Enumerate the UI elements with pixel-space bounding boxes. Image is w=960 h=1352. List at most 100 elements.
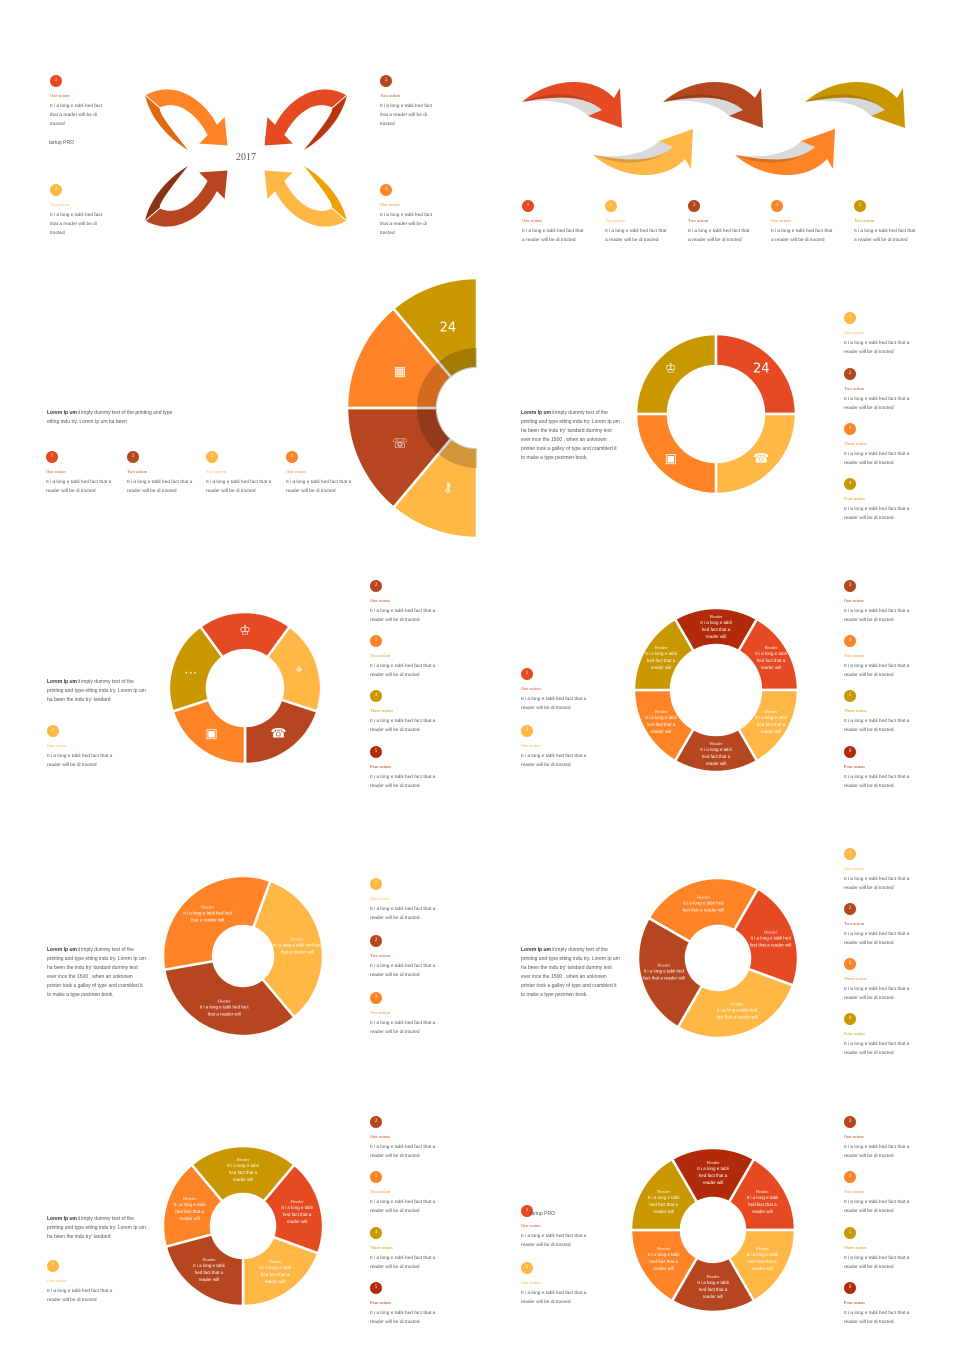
action-description: It i a long e tabli hed fact that a read…: [50, 213, 102, 236]
list-item: 1 One action It i a long e tabli hed fact …: [844, 848, 916, 893]
step-number-badge: 1: [47, 725, 59, 737]
list-item: 5 Three action It i a long e tabli hed fac…: [844, 690, 916, 735]
list-item: 3 Two action It i a long e tabli hed fact …: [127, 451, 197, 496]
segment-text: It i a long e tabli hed fact that a read…: [281, 1204, 313, 1224]
action-description: It i a long e tabli hed fact that a read…: [844, 609, 910, 623]
step-number-badge: 2: [521, 1262, 533, 1274]
segment-header: Header: [183, 1196, 197, 1202]
phone-icon: ☎: [753, 451, 770, 467]
action-description: It i a long e tabli hed fact that a read…: [844, 1145, 910, 1159]
segment-header: Header: [201, 904, 215, 910]
action-description: It i a long e tabli hed fact that a read…: [854, 229, 916, 243]
segment-text: It i a long e tabli hed fact that a read…: [746, 1251, 779, 1271]
list-item: 1 One action It i a long e tabli hed fact …: [47, 725, 119, 770]
list-item: 3 Two action It i a long e tabli hed fact …: [688, 200, 750, 245]
list-item: 1 One action It i a long e tabli hed fact …: [50, 75, 108, 129]
action-label: Two action: [844, 386, 865, 391]
list-item: 2 One action It i a long e tabli hed fact …: [370, 580, 442, 625]
segment-label: Header It i a long e tabli hed fact that …: [256, 1259, 294, 1285]
segment-label: Header It i a long e tabli hed fact that …: [696, 1274, 730, 1300]
segment-text: It i a long e tabli hed fact that a read…: [697, 1280, 729, 1299]
segment-label: Header It i a long e tabli hed fact that …: [272, 937, 322, 956]
segment-label: Header It i a long e tabli hed fact that …: [224, 1157, 262, 1183]
step-number-badge: 1: [522, 200, 534, 212]
list-item: 1 One action It i a long e tabli hed fact …: [522, 200, 584, 245]
segment-header: Header: [290, 1198, 304, 1204]
action-label: One action: [46, 469, 66, 474]
segment-header: Header: [290, 936, 304, 942]
intro-bold: Lorem Ip um i: [47, 679, 80, 685]
curved-arrow-icon: [144, 88, 229, 150]
trophy-icon: ♔: [664, 361, 677, 377]
list-item: 2 Two action It i a long e tabli hed fact …: [844, 368, 916, 413]
action-label: One action: [50, 93, 70, 98]
action-description: It i a long e tabli hed fact that a read…: [47, 1289, 113, 1303]
step-number-badge: 3: [844, 423, 856, 435]
list-item: 2 Two action It i a long e tabli hed fact …: [206, 451, 276, 496]
action-label: One action: [380, 202, 400, 207]
segment-text: It i a long e tabli hed fact that a read…: [173, 1202, 206, 1222]
step-number-badge: 5: [844, 1227, 856, 1239]
segment-header: Header: [709, 740, 723, 746]
list-item: 3 Three action It i a long e tabli hed fac…: [844, 958, 916, 1003]
segment-text: It i a long e tabli hed fact that a read…: [647, 1194, 680, 1214]
list-item: 5 Four action It i a long e tabli hed fact…: [370, 746, 442, 791]
list-item: 4 Four action It i a long e tabli hed fact…: [844, 478, 916, 523]
segment-label: Header It i a long e tabli hed fact that …: [696, 741, 736, 767]
action-label: One action: [521, 1280, 541, 1285]
list-item: 4 One action It i a long e tabli hed fact …: [380, 184, 438, 238]
step-number-badge: 2: [370, 1116, 382, 1128]
step-number-badge: 3: [370, 635, 382, 647]
segment-text: It i a long e tabli hed fact that a read…: [645, 651, 677, 671]
intro-paragraph: Lorem Ip um i imply dummy text of the pr…: [47, 1215, 147, 1242]
step-number-badge: 1: [844, 848, 856, 860]
segment-label: Header It i a long e tabli hed fact that …: [171, 1196, 209, 1222]
intro-paragraph: Lorem Ip um i imply dummy text of the pr…: [47, 409, 177, 427]
segment-label: Header It i a long e tabli hed fact that …: [641, 709, 681, 735]
segment-label: Header It i a long e tabli hed fact that …: [751, 709, 791, 735]
list-item: 3 Two action It i a long e tabli hed fact …: [370, 1171, 442, 1216]
action-label: One action: [370, 1134, 390, 1139]
action-description: It i a long e tabli hed fact that a read…: [844, 1311, 910, 1325]
segment-header: Header: [236, 1157, 250, 1162]
intro-text: imply dummy text of the printing and typ…: [521, 947, 620, 998]
ring-segment: [167, 624, 225, 714]
step-number-badge: 5: [370, 1282, 382, 1294]
chat-icon: ☏: [391, 436, 409, 452]
action-description: It i a long e tabli hed fact that a read…: [370, 1311, 436, 1325]
step-number-badge: 5: [370, 746, 382, 758]
action-description: It i a long e tabli hed fact that a read…: [370, 1200, 436, 1214]
step-number-badge: 1: [521, 1205, 533, 1217]
action-description: It i a long e tabli hed fact that a read…: [521, 754, 587, 768]
action-label: Three action: [844, 976, 867, 981]
wave-arrow-icon: [663, 81, 763, 128]
segment-text: It i a long e tabli hed fact that a read…: [272, 942, 322, 955]
step-number-badge: 2: [844, 903, 856, 915]
action-description: It i a long e tabli hed fact that a read…: [844, 341, 910, 355]
action-description: It i a long e tabli hed fact that a read…: [844, 664, 910, 678]
step-number-badge: 2: [370, 935, 382, 947]
step-number-badge: 4: [380, 184, 392, 196]
action-description: It i a long e tabli hed fact that a read…: [46, 480, 112, 494]
list-item: 5 Two action It i a long e tabli hed fact …: [854, 200, 916, 245]
step-number-badge: 2: [50, 184, 62, 196]
action-label: One action: [771, 218, 791, 223]
step-number-badge: 2: [844, 368, 856, 380]
action-description: It i a long e tabli hed fact that a read…: [370, 664, 436, 678]
action-description: It i a long e tabli hed fact that a read…: [47, 754, 113, 768]
segment-header: Header: [755, 1245, 769, 1251]
segment-text: It i a long e tabli hed fact that a read…: [746, 1194, 779, 1214]
segment-text: It i a long e tabli hed fact that a read…: [749, 935, 792, 948]
action-label: Two action: [370, 653, 391, 658]
list-item: 3 Three action It i a long e tabli hed fac…: [844, 423, 916, 468]
action-label: Two action: [854, 218, 875, 223]
segment-text: It i a long e tabli hed fact that a read…: [645, 714, 677, 734]
action-label: Four action: [370, 1300, 391, 1305]
ring-segment: [634, 412, 718, 496]
action-description: It i a long e tabli hed fact that a read…: [844, 877, 910, 891]
segment-header: Header: [697, 894, 710, 900]
step-number-badge: 3: [844, 958, 856, 970]
curved-arrow-icon: [263, 88, 348, 150]
segment-header: Header: [764, 929, 778, 935]
action-label: One action: [47, 1278, 67, 1283]
